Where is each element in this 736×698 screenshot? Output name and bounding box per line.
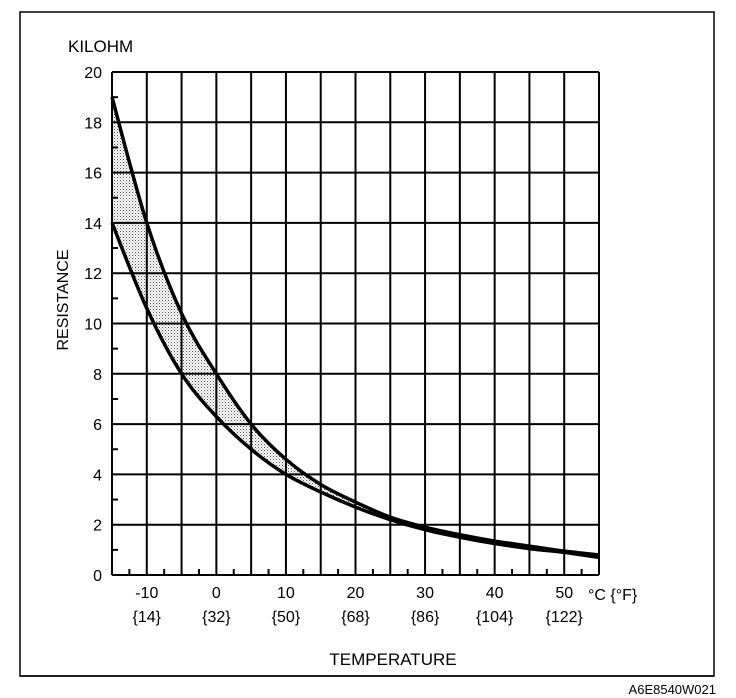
x-tick-label-celsius: 20 (347, 585, 365, 602)
y-tick-label: 10 (84, 317, 102, 334)
x-tick-label-celsius: 50 (555, 585, 573, 602)
figure-code: A6E8540W021 (629, 682, 716, 697)
x-tick-label-fahrenheit: {68} (341, 609, 370, 626)
x-tick-label-fahrenheit: {50} (272, 609, 301, 626)
y-tick-label: 14 (84, 216, 102, 233)
figure-frame (19, 11, 715, 677)
series-upper-limit (110, 96, 600, 557)
x-tick-label-celsius: -10 (135, 585, 158, 602)
x-tick-label-celsius: 0 (212, 585, 221, 602)
y-tick-label: 16 (84, 166, 102, 183)
y-tick-label: 2 (93, 518, 102, 535)
x-tick-label-fahrenheit: {14} (133, 609, 162, 626)
x-tick-label-fahrenheit: {86} (411, 609, 440, 626)
y-tick-label: 8 (93, 367, 102, 384)
x-tick-label-celsius: 40 (486, 585, 504, 602)
x-tick-label-celsius: 10 (277, 585, 295, 602)
x-unit-label: °C {°F} (588, 587, 638, 604)
y-tick-label: 12 (84, 266, 102, 283)
x-tick-label-fahrenheit: {32} (202, 609, 231, 626)
series-lower-limit (110, 222, 600, 560)
y-tick-label: 18 (84, 115, 102, 132)
y-unit-label: KILOHM (68, 37, 133, 56)
y-tick-label: 4 (93, 467, 102, 484)
y-axis-label: RESISTANCE (55, 249, 72, 350)
y-tick-label: 6 (93, 417, 102, 434)
x-axis-label: TEMPERATURE (329, 650, 456, 669)
x-tick-label-celsius: 30 (416, 585, 434, 602)
y-tick-label: 0 (93, 568, 102, 585)
x-tick-label-fahrenheit: {122} (546, 609, 584, 626)
x-tick-label-fahrenheit: {104} (476, 609, 514, 626)
y-tick-label: 20 (84, 65, 102, 82)
